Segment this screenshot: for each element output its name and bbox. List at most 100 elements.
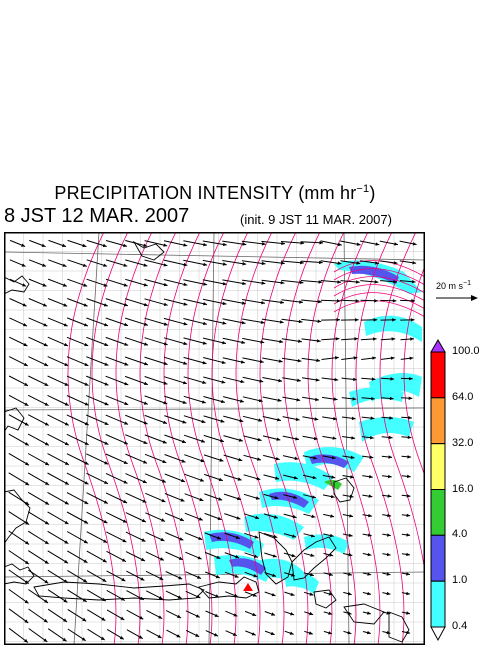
wind-vector	[164, 454, 186, 463]
wind-vector	[105, 492, 128, 504]
colorbar-label: 32.0	[452, 436, 474, 449]
wind-vector	[300, 260, 323, 264]
wind-vector-head	[280, 300, 284, 304]
reference-vector-label: 20 m s−1	[436, 280, 471, 291]
wind-vector-head	[64, 501, 69, 505]
precip-band	[304, 534, 349, 554]
wind-vector	[183, 240, 208, 246]
wind-vector	[47, 336, 69, 347]
wind-vector	[242, 337, 265, 344]
wind-vector-head	[354, 337, 358, 341]
wind-vector-head	[336, 318, 340, 322]
wind-vector-head	[24, 382, 29, 386]
wind-vector-head	[367, 591, 371, 596]
wind-vector-head	[104, 382, 109, 386]
wind-vector-head	[393, 261, 398, 265]
wind-vector-head	[160, 537, 165, 541]
wind-vector	[163, 259, 188, 266]
wind-vector-head	[370, 435, 374, 440]
wind-vector-head	[375, 261, 379, 265]
wind-vector-head	[41, 243, 46, 247]
wind-vector	[86, 531, 108, 544]
wind-vector	[86, 433, 109, 445]
wind-vector	[66, 531, 89, 544]
wind-vector-head	[335, 337, 340, 341]
wind-vector	[66, 453, 89, 465]
wind-vector	[183, 356, 207, 365]
wind-vector	[8, 569, 29, 585]
wind-vector	[202, 337, 227, 344]
wind-vector-head	[161, 479, 166, 483]
wind-vector	[106, 531, 127, 543]
wind-vector-head	[123, 460, 128, 464]
wind-vector-head	[158, 615, 163, 619]
wind-vector-head	[271, 612, 276, 616]
map-frame	[4, 232, 425, 645]
wind-vector-head	[25, 560, 29, 565]
wind-vector-head	[373, 318, 378, 322]
wind-vector	[86, 356, 109, 366]
wind-vector	[47, 491, 69, 505]
wind-vector-head	[183, 361, 188, 365]
wind-vector-head	[350, 455, 355, 460]
wind-vector	[124, 356, 149, 366]
wind-vector-head	[177, 595, 182, 599]
wind-vector-head	[124, 362, 129, 366]
wind-vector	[27, 530, 49, 545]
wind-vector-head	[102, 558, 107, 563]
wind-vector-head	[103, 500, 108, 504]
wind-vector-head	[391, 337, 396, 341]
wind-vector	[144, 278, 168, 286]
wind-vector-head	[347, 592, 352, 596]
wind-vector-head	[84, 520, 89, 524]
wind-vector-head	[44, 362, 49, 366]
wind-vector-head	[310, 553, 315, 557]
wind-vector-head	[295, 417, 300, 421]
wind-vector-head	[83, 559, 88, 563]
wind-vector-head	[103, 263, 108, 267]
wind-vector-head	[43, 323, 48, 327]
wind-vector-head	[103, 303, 108, 307]
wind-vector-head	[240, 379, 245, 384]
wind-vector-head	[183, 302, 188, 306]
wind-vector	[8, 433, 30, 446]
wind-vector	[183, 259, 208, 266]
wind-vector-head	[367, 533, 372, 537]
wind-vector-head	[62, 243, 66, 247]
wind-vector-head	[25, 540, 29, 545]
wind-vector	[47, 550, 69, 564]
wind-vector	[183, 434, 206, 443]
wind-vector-head	[222, 282, 227, 286]
wind-vector	[202, 279, 227, 285]
precip-band	[349, 387, 404, 407]
wind-vector-head	[163, 361, 168, 365]
wind-vector	[144, 453, 167, 464]
wind-vector-head	[311, 514, 316, 518]
wind-vector	[105, 298, 129, 307]
wind-vector-head	[412, 242, 417, 246]
wind-vector	[163, 356, 188, 365]
wind-vector-head	[232, 632, 237, 636]
wind-vector	[241, 260, 266, 265]
wind-vector	[27, 511, 50, 525]
wind-vector-head	[43, 342, 48, 347]
wind-vector-head	[337, 261, 342, 265]
wind-vector	[8, 414, 29, 426]
wind-vector-head	[309, 592, 314, 596]
wind-vector	[163, 279, 188, 286]
wind-vector-head	[142, 479, 147, 483]
wind-vector-head	[316, 358, 321, 363]
wind-vector-head	[64, 402, 69, 406]
wind-vector-head	[367, 552, 372, 557]
wind-vector-head	[161, 498, 166, 503]
wind-vector	[66, 433, 89, 446]
colorbar-label: 0.4	[452, 620, 468, 632]
wind-vector-head	[369, 474, 373, 479]
wind-vector-head	[409, 356, 414, 360]
wind-vector-head	[348, 572, 352, 576]
wind-vector	[202, 259, 227, 266]
wind-vector-head	[163, 420, 167, 424]
wind-vector-head	[239, 399, 244, 403]
wind-vector-head	[83, 539, 88, 544]
wind-vector-head	[261, 281, 266, 285]
